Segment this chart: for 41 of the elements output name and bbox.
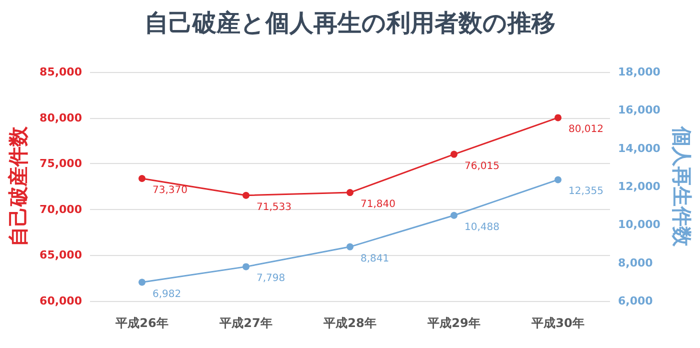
data-label: 6,982 (152, 288, 182, 300)
point (450, 212, 458, 219)
data-label: 10,488 (464, 222, 500, 233)
data-label: 71,840 (360, 199, 396, 210)
y-tick-label: 80,000 (40, 111, 82, 124)
y-tick-label: 65,000 (40, 248, 82, 262)
point (450, 150, 458, 158)
data-label: 71,533 (256, 202, 292, 213)
y2-axis-title: 個人再生件数 (670, 126, 694, 248)
y2-tick-label: 16,000 (618, 104, 661, 117)
y-axis-title: 自己破産件数 (6, 126, 30, 246)
y-tick-label: 85,000 (40, 66, 82, 78)
point (138, 278, 146, 286)
x-tick-label: 平成30年 (530, 316, 584, 330)
data-label: 80,012 (568, 124, 604, 136)
data-label: 76,015 (464, 160, 500, 172)
x-tick-label: 平成28年 (322, 316, 376, 330)
y2-tick-label: 10,000 (618, 218, 661, 232)
y2-tick-label: 14,000 (618, 142, 661, 155)
point (346, 243, 354, 250)
y-tick-label: 70,000 (40, 202, 82, 216)
x-tick-label: 平成26年 (114, 316, 168, 330)
y2-tick-label: 12,000 (618, 180, 661, 193)
point (346, 189, 354, 196)
data-label: 12,355 (568, 186, 604, 198)
data-label: 8,841 (360, 253, 390, 264)
y-tick-label: 75,000 (40, 157, 82, 170)
point (554, 114, 562, 122)
y2-tick-label: 6,000 (618, 294, 654, 308)
y2-tick-label: 8,000 (618, 256, 654, 270)
point (242, 192, 250, 199)
data-label: 73,370 (152, 185, 188, 196)
point (242, 263, 250, 270)
y-tick-label: 60,000 (40, 294, 82, 308)
point (138, 175, 146, 182)
y2-tick-label: 18,000 (618, 66, 661, 78)
x-tick-label: 平成27年 (218, 316, 272, 330)
chart-title: 自己破産と個人再生の利用者数の推移 (144, 9, 556, 37)
data-label: 7,798 (256, 273, 286, 284)
x-tick-label: 平成29年 (426, 316, 480, 330)
point (554, 176, 562, 184)
